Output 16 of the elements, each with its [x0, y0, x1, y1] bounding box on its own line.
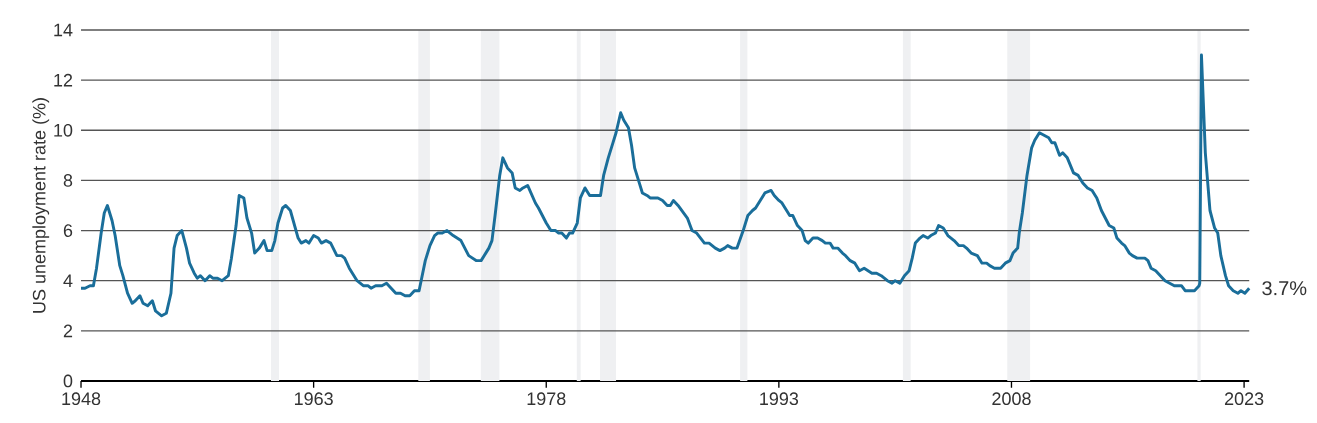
x-tick-label: 1978	[527, 392, 566, 406]
y-tick-label: 4	[63, 274, 73, 287]
y-tick-label: 8	[63, 174, 73, 187]
y-tick-label: 0	[63, 374, 73, 388]
annotation: 3.7%	[1262, 281, 1307, 296]
y-tick-label: 12	[54, 73, 73, 87]
x-tick-label: 1993	[760, 392, 799, 406]
y-tick-label: 14	[54, 23, 73, 37]
y-tick-label: 2	[63, 324, 73, 338]
x-tick-label: 2023	[1224, 392, 1264, 406]
x-tick-label: 1948	[62, 392, 101, 406]
y-tick-label: 6	[63, 224, 73, 237]
x-tick-label: 1963	[294, 392, 333, 406]
y-axis-title: US unemployment rate (%)	[32, 98, 50, 313]
x-tick-label: 2008	[992, 392, 1031, 406]
y-tick-label: 10	[54, 123, 73, 137]
